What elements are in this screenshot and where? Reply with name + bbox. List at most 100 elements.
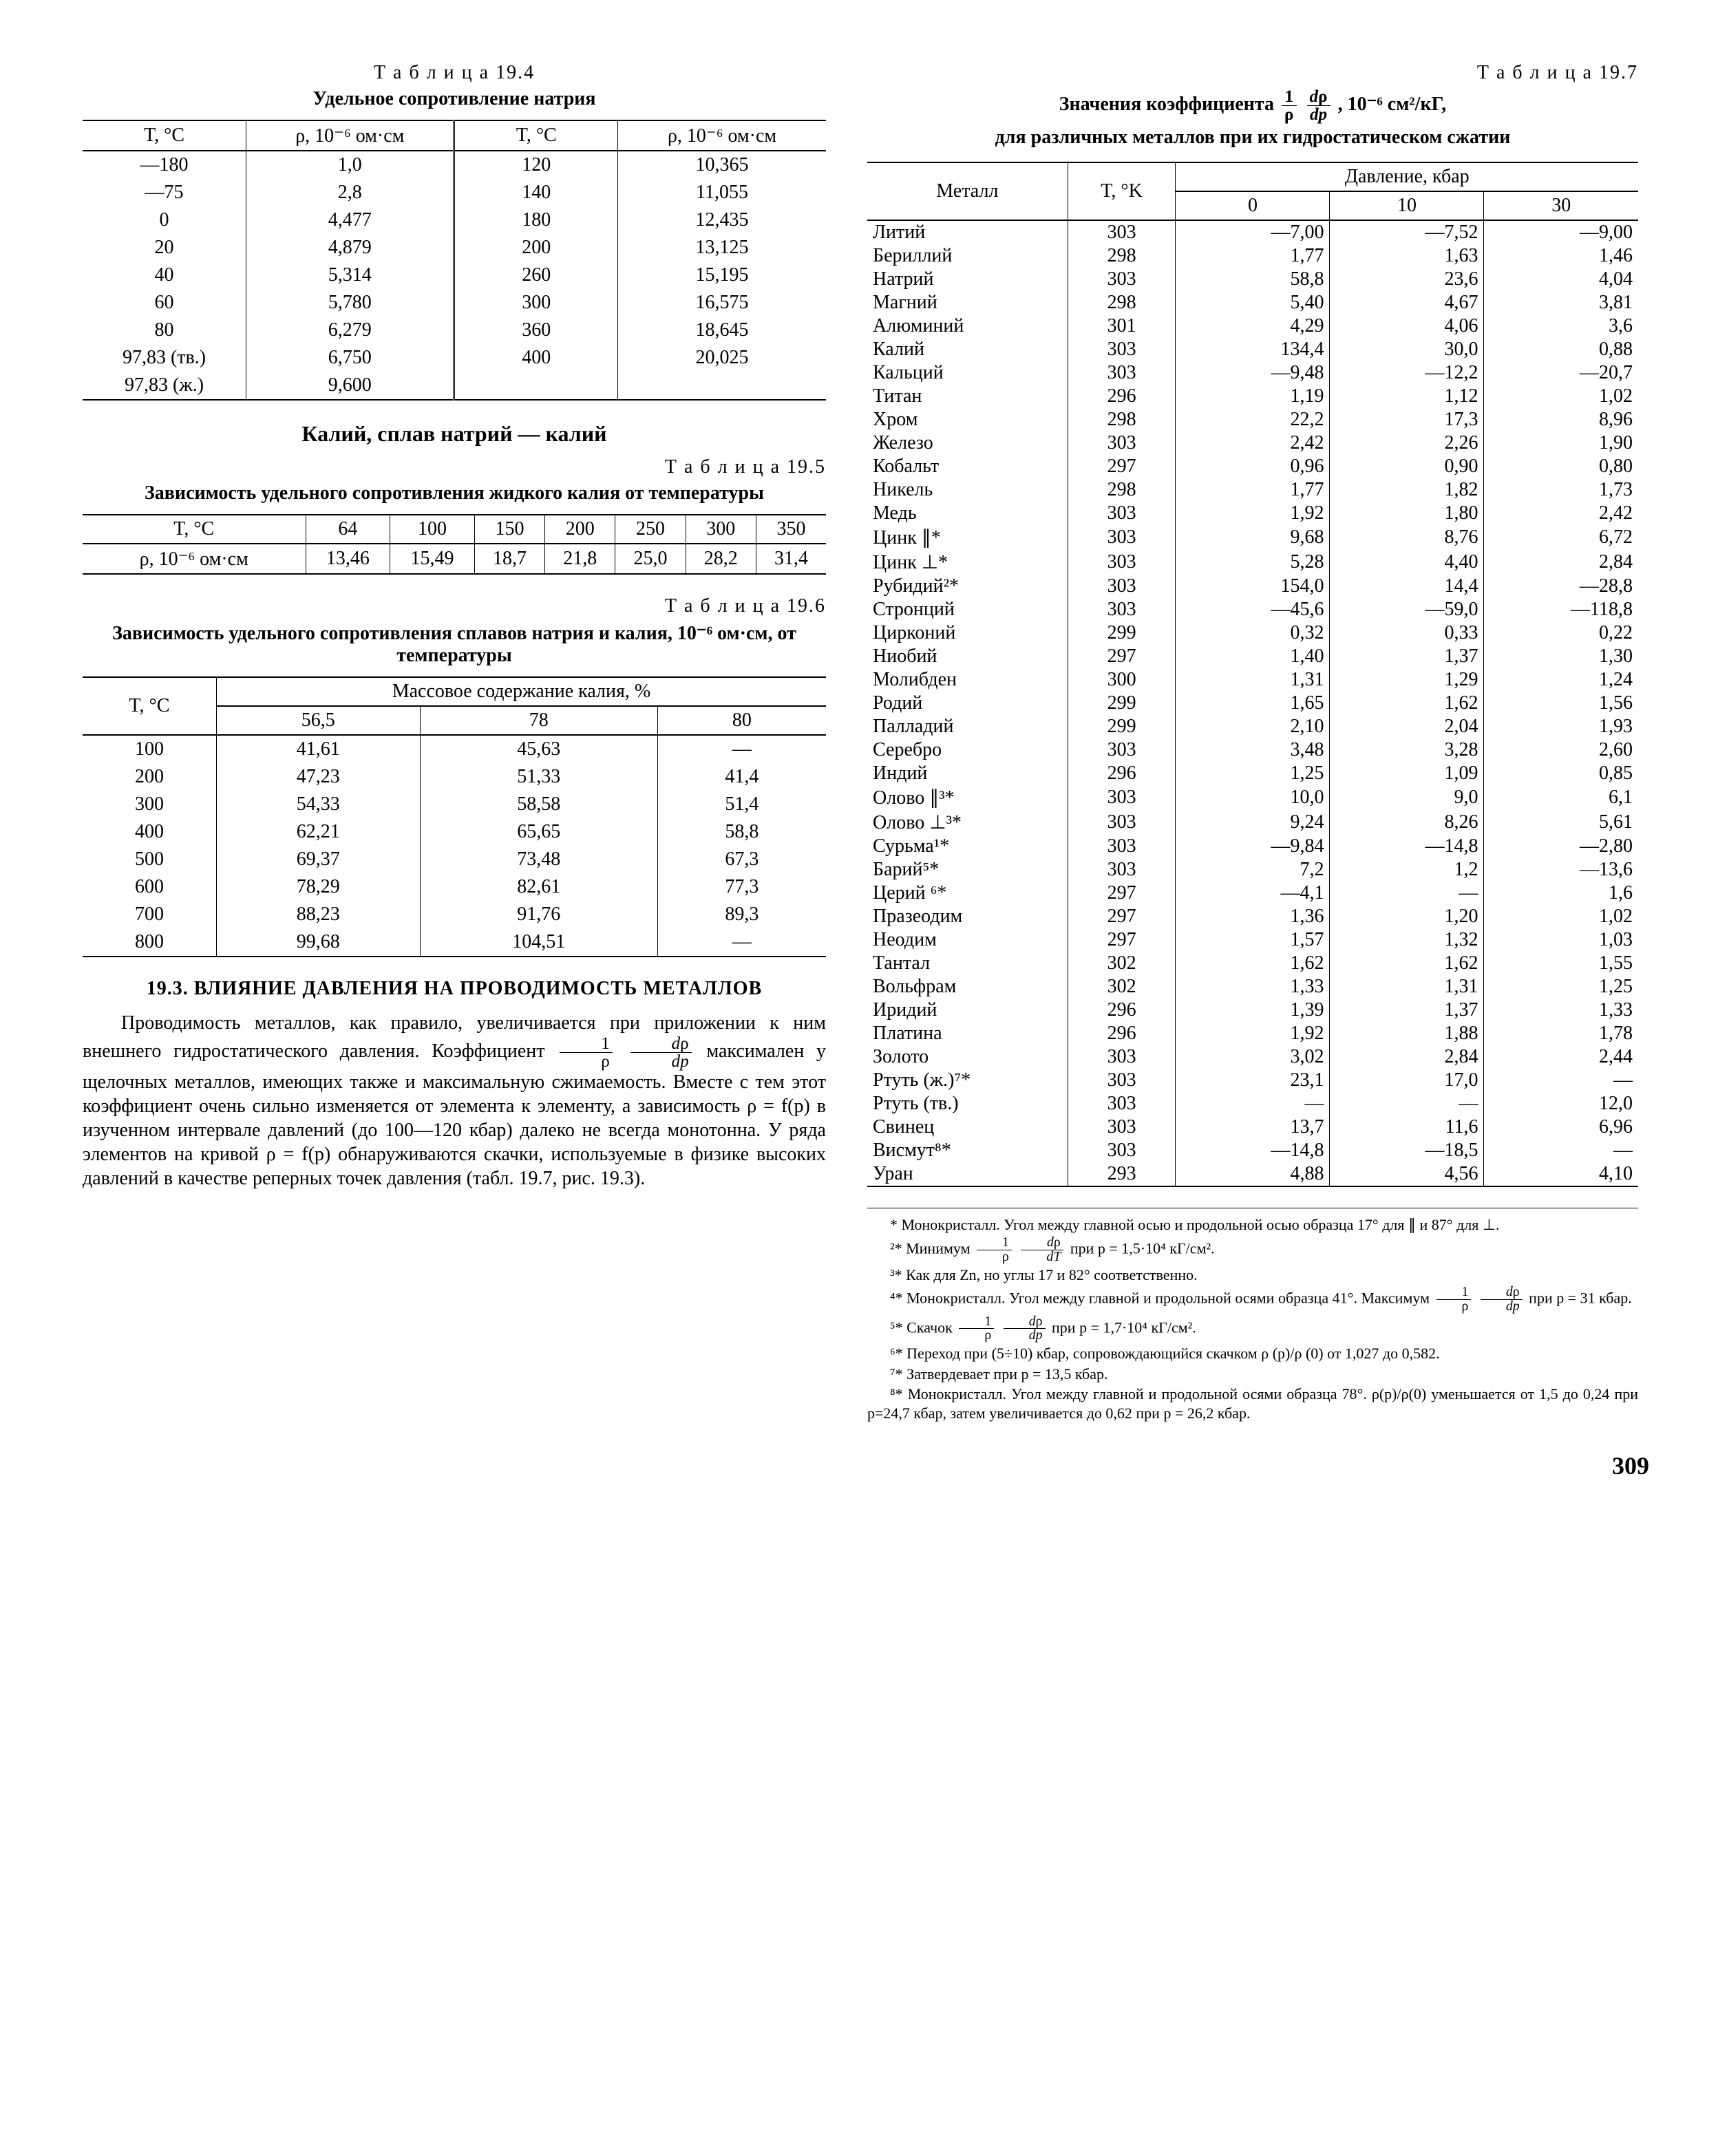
table-cell: 10,365	[618, 151, 826, 179]
table-cell: Вольфрам	[867, 975, 1068, 999]
table-cell: 58,8	[1176, 268, 1330, 291]
table-cell: 1,02	[1484, 385, 1638, 408]
table-cell: 17,0	[1330, 1069, 1484, 1092]
table-cell: 99,68	[216, 928, 420, 957]
table-cell: 2,04	[1330, 715, 1484, 738]
table-cell: Сурьма¹*	[867, 835, 1068, 858]
table-cell: —20,7	[1484, 361, 1638, 385]
t195-row2label: ρ, 10⁻⁶ ом·см	[83, 544, 306, 574]
table-cell: 0,88	[1484, 338, 1638, 361]
table-cell: Ниобий	[867, 645, 1068, 668]
table-cell: 40	[83, 262, 246, 289]
table-cell: 300	[1068, 668, 1176, 692]
table-cell: 1,73	[1484, 478, 1638, 502]
table-cell: Неодим	[867, 928, 1068, 952]
table-cell: 296	[1068, 999, 1176, 1022]
table-cell: 1,6	[1484, 882, 1638, 905]
table-cell: 297	[1068, 928, 1176, 952]
table-cell: 1,03	[1484, 928, 1638, 952]
table-cell: Алюминий	[867, 314, 1068, 338]
table-cell: 1,24	[1484, 668, 1638, 692]
table-cell: 5,40	[1176, 291, 1330, 314]
table-19-7-label: Т а б л и ц а 19.7	[867, 62, 1638, 84]
fn2: ²* Минимум 1ρ dρdT при p = 1,5·10⁴ кГ/см…	[867, 1236, 1638, 1264]
table-cell: 5,780	[246, 289, 454, 317]
table-cell: 91,76	[420, 901, 657, 928]
table-cell: 1,90	[1484, 431, 1638, 455]
table-cell: 1,92	[1176, 1022, 1330, 1045]
table-cell: 5,61	[1484, 810, 1638, 835]
t195-c3: 200	[545, 515, 615, 544]
table-cell: 303	[1068, 858, 1176, 882]
table-cell: 303	[1068, 835, 1176, 858]
table-cell: 303	[1068, 785, 1176, 810]
table-cell: 303	[1068, 431, 1176, 455]
table-cell: 1,02	[1484, 905, 1638, 928]
table-cell: 1,92	[1176, 502, 1330, 525]
table-cell: 500	[83, 846, 216, 873]
table-cell: 11,055	[618, 179, 826, 206]
table-19-6: T, °C Массовое содержание калия, % 56,5 …	[83, 676, 826, 957]
fn5: ⁵* Скачок 1ρ dρdp при p = 1,7·10⁴ кГ/см²…	[867, 1315, 1638, 1343]
table-cell: 1,09	[1330, 762, 1484, 785]
table-cell: 2,42	[1484, 502, 1638, 525]
table-cell: 80	[83, 317, 246, 344]
table-cell: 299	[1068, 692, 1176, 715]
table-cell: 4,88	[1176, 1162, 1330, 1186]
t195-c2: 150	[474, 515, 544, 544]
table-cell: 120	[454, 151, 618, 179]
table-cell: 1,62	[1330, 692, 1484, 715]
table-cell: 303	[1068, 738, 1176, 762]
table-cell: 300	[454, 289, 618, 317]
table-cell: 1,39	[1176, 999, 1330, 1022]
table-cell: Цирконий	[867, 621, 1068, 645]
table-cell: 303	[1068, 1069, 1176, 1092]
table-cell: 30,0	[1330, 338, 1484, 361]
table-cell: Никель	[867, 478, 1068, 502]
table-cell: 1,62	[1176, 952, 1330, 975]
table-cell: 4,10	[1484, 1162, 1638, 1186]
table-cell: 1,0	[246, 151, 454, 179]
table-cell: Висмут⁸*	[867, 1139, 1068, 1162]
table-cell: Хром	[867, 408, 1068, 431]
table-cell: 200	[454, 234, 618, 262]
table-cell: 0,80	[1484, 455, 1638, 478]
table-cell: Индий	[867, 762, 1068, 785]
t194-h2: T, °C	[454, 120, 618, 151]
table-cell: Кобальт	[867, 455, 1068, 478]
table-cell: 303	[1068, 268, 1176, 291]
table-cell: Барий⁵*	[867, 858, 1068, 882]
table-cell: 4,06	[1330, 314, 1484, 338]
table-cell: 6,750	[246, 344, 454, 372]
frac-drho-dp: dρdp	[630, 1035, 692, 1070]
table-cell: 10,0	[1176, 785, 1330, 810]
t196-h1: 56,5	[216, 706, 420, 735]
table-cell: 400	[83, 818, 216, 846]
table-cell: 0,96	[1176, 455, 1330, 478]
table-cell: Стронций	[867, 598, 1068, 621]
table-cell: 6,279	[246, 317, 454, 344]
t195-rowlabel: T, °C	[83, 515, 306, 544]
table-cell: 51,4	[657, 791, 826, 818]
table-cell: 97,83 (ж.)	[83, 372, 246, 400]
table-cell: 298	[1068, 244, 1176, 268]
table-cell: 1,62	[1330, 952, 1484, 975]
table-cell: 1,46	[1484, 244, 1638, 268]
table-cell: 4,56	[1330, 1162, 1484, 1186]
table-cell: 0,33	[1330, 621, 1484, 645]
table-cell: Литий	[867, 220, 1068, 244]
table-cell: 298	[1068, 408, 1176, 431]
table-cell: 1,31	[1176, 668, 1330, 692]
table-cell: 6,1	[1484, 785, 1638, 810]
table-cell: 41,61	[216, 735, 420, 763]
frac-1-over-rho: 1ρ	[560, 1035, 613, 1070]
frac-1-rho-2: 1ρ	[1282, 88, 1296, 123]
table-cell: —4,1	[1176, 882, 1330, 905]
table-cell: 4,04	[1484, 268, 1638, 291]
table-19-4-title: Удельное сопротивление натрия	[83, 88, 826, 110]
table-cell: —9,00	[1484, 220, 1638, 244]
t196-h3: 80	[657, 706, 826, 735]
table-cell: 297	[1068, 455, 1176, 478]
table-cell: 1,37	[1330, 645, 1484, 668]
table-cell: —	[1330, 1092, 1484, 1116]
